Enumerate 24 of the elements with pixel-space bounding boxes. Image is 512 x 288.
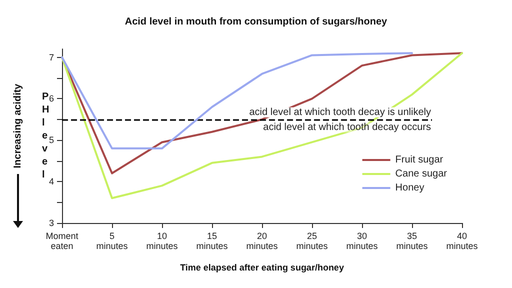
x-tick-label: 35 minutes [396,231,428,251]
text: Increasing acidity [12,83,24,168]
legend-label: Honey [395,182,424,194]
y-axis-title: PH level [42,92,50,180]
y-tick-label: 7 [48,52,54,62]
x-tick-label: Moment eaten [46,231,79,251]
x-tick-label: 10 minutes [146,231,178,251]
x-tick-label: 40 minutes [446,231,478,251]
chart-title: Acid level in mouth from consumption of sugars/honey [124,16,388,28]
x-tick-label: 5 minutes [96,231,128,251]
y-tick-label: 3 [48,218,54,228]
x-tick-label: 15 minutes [196,231,228,251]
annotation: acid level at which tooth decay occurs [263,122,432,133]
x-axis-title: Time elapsed after eating sugar/honey [180,262,344,272]
x-tick-label: 20 minutes [246,231,278,251]
line-series [61,52,463,200]
x-tick-label: 25 minutes [296,231,328,251]
y-tick-label: 6 [48,94,54,104]
ref-line-label: acid level at which tooth decay is unlikely [249,106,431,118]
y-tick-label: 4 [48,176,54,187]
legend-label: Fruit sugar [395,154,444,166]
x-tick-label: 30 minutes [346,231,378,251]
legend-label: Cane sugar [395,168,448,180]
y-tick-label: 5 [48,135,54,146]
